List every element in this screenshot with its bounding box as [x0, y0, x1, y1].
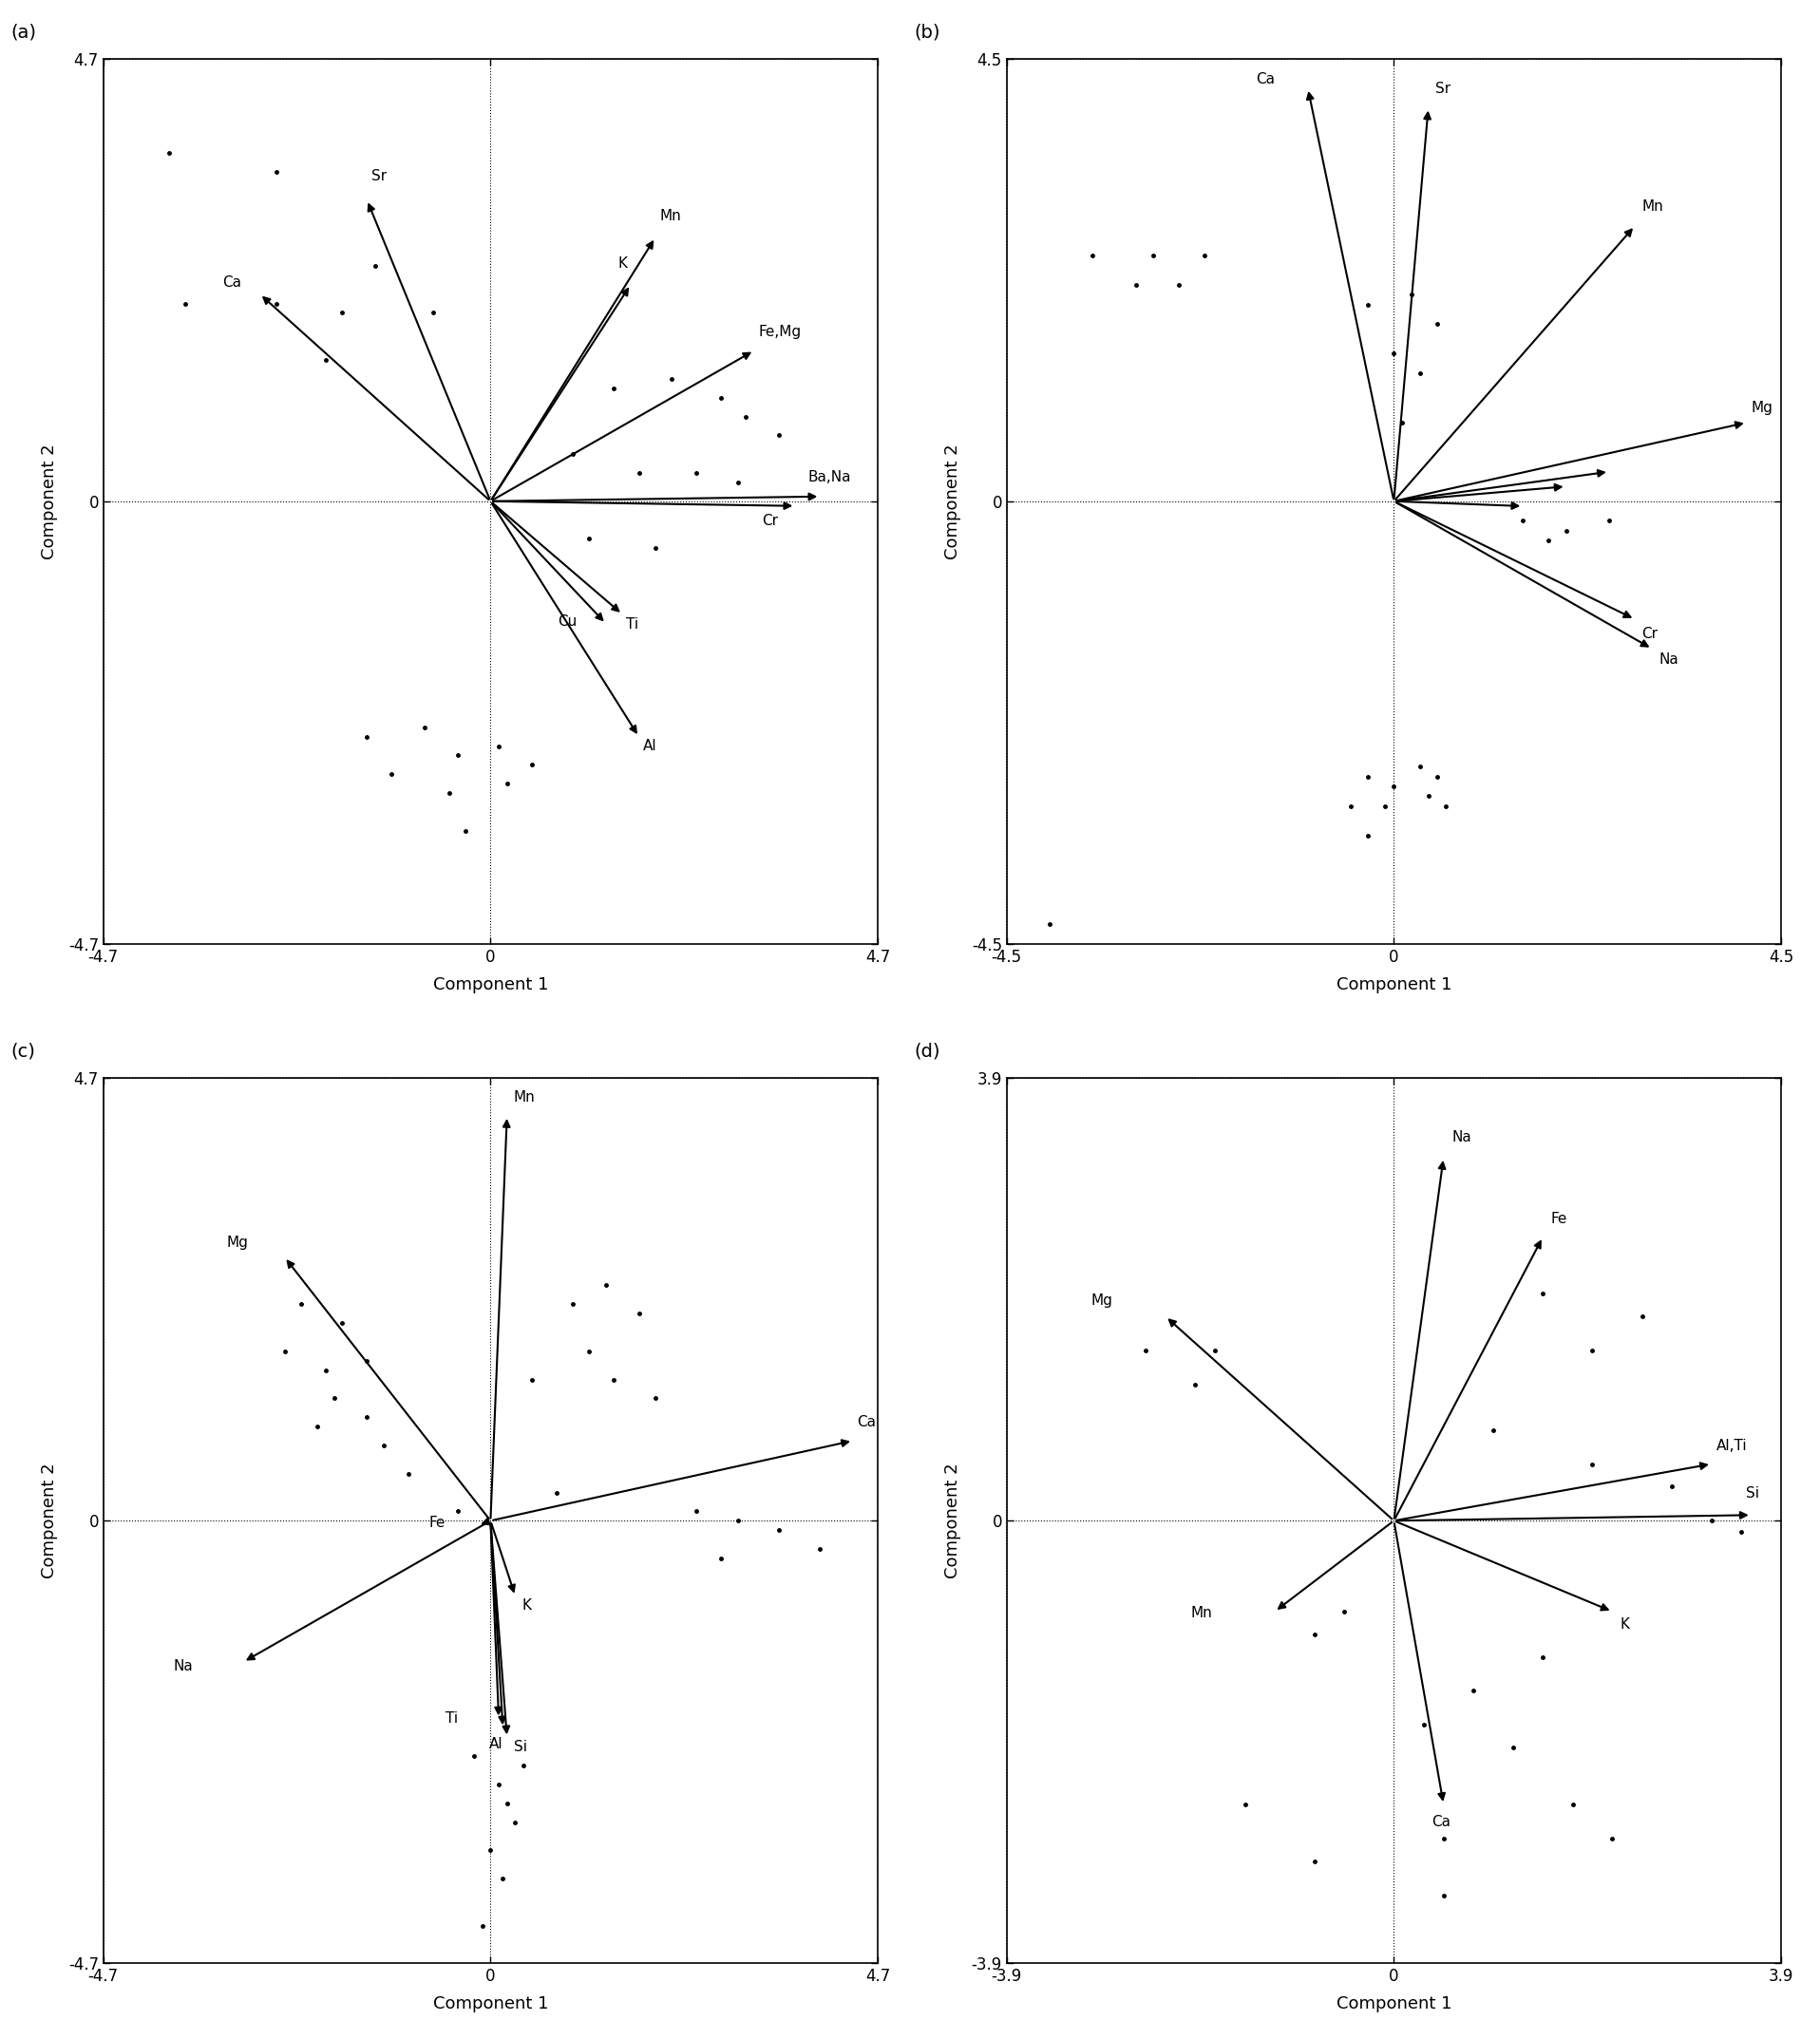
Text: Cr: Cr [763, 514, 779, 528]
Text: (d): (d) [914, 1042, 939, 1060]
X-axis label: Component 1: Component 1 [1336, 977, 1452, 993]
Text: K: K [619, 257, 628, 271]
Text: Mn: Mn [1642, 200, 1663, 214]
Text: Cr: Cr [1642, 626, 1658, 640]
Text: Mg: Mg [1751, 400, 1773, 414]
Text: Si: Si [1747, 1486, 1760, 1501]
Text: Al: Al [490, 1737, 502, 1752]
Text: Al: Al [642, 740, 657, 754]
Y-axis label: Component 2: Component 2 [40, 442, 58, 559]
Text: Si: Si [513, 1739, 526, 1754]
Text: Fe,Mg: Fe,Mg [759, 324, 801, 338]
Text: (a): (a) [11, 22, 36, 41]
Text: Mn: Mn [659, 210, 681, 224]
Text: Ca: Ca [222, 275, 242, 290]
Text: Ca: Ca [857, 1415, 875, 1429]
Text: Mg: Mg [228, 1236, 249, 1250]
Text: Na: Na [173, 1660, 193, 1674]
Text: Al,Ti: Al,Ti [1716, 1437, 1747, 1452]
Text: Ti: Ti [626, 618, 639, 632]
Text: Mn: Mn [513, 1091, 535, 1105]
Text: Cu: Cu [559, 614, 577, 628]
X-axis label: Component 1: Component 1 [433, 1996, 548, 2012]
Y-axis label: Component 2: Component 2 [945, 1462, 961, 1578]
Text: (b): (b) [914, 22, 939, 41]
X-axis label: Component 1: Component 1 [1336, 1996, 1452, 2012]
Text: Na: Na [1658, 652, 1678, 667]
Text: K: K [1620, 1617, 1629, 1631]
Text: Na: Na [1452, 1130, 1471, 1144]
Y-axis label: Component 2: Component 2 [945, 442, 961, 559]
Text: K: K [522, 1599, 531, 1613]
Text: Sr: Sr [1436, 82, 1451, 96]
Text: Ca: Ca [1256, 71, 1276, 86]
Text: Ti: Ti [446, 1713, 457, 1725]
Text: Fe: Fe [1551, 1211, 1567, 1225]
Text: Mn: Mn [1190, 1607, 1212, 1621]
X-axis label: Component 1: Component 1 [433, 977, 548, 993]
Y-axis label: Component 2: Component 2 [40, 1462, 58, 1578]
Text: (c): (c) [11, 1042, 35, 1060]
Text: Ca: Ca [1432, 1815, 1451, 1829]
Text: Mg: Mg [1090, 1293, 1112, 1307]
Text: Fe: Fe [430, 1515, 446, 1529]
Text: Sr: Sr [371, 169, 386, 184]
Text: Ba,Na: Ba,Na [808, 471, 852, 485]
